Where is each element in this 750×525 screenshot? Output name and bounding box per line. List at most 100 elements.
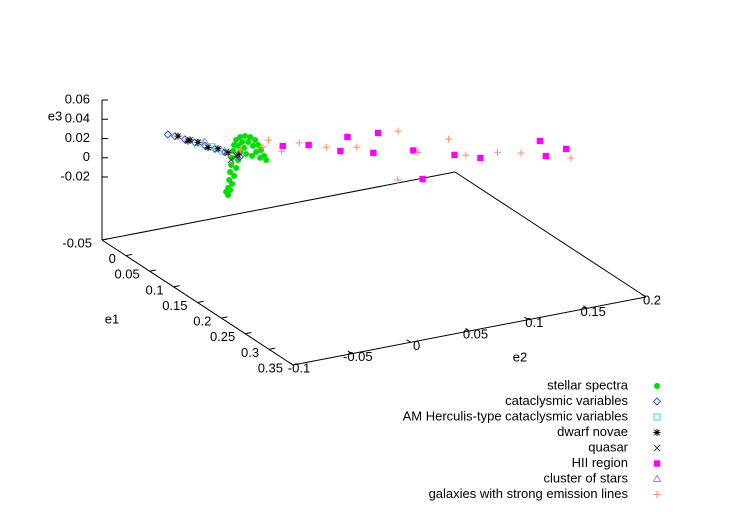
x-tick-label: 0.15 <box>162 298 187 313</box>
marker-shape <box>235 156 242 163</box>
point <box>204 143 212 151</box>
y-tick <box>641 293 647 298</box>
legend-label: galaxies with strong emission lines <box>429 486 629 501</box>
point <box>394 176 402 184</box>
marker-shape <box>259 143 267 151</box>
marker-shape <box>257 154 264 161</box>
marker-shape <box>494 148 502 156</box>
marker-shape <box>243 150 250 157</box>
point <box>200 137 210 145</box>
x-tick <box>221 316 228 319</box>
y-axis-title: e2 <box>513 349 527 364</box>
marker-shape <box>477 154 484 162</box>
marker-shape <box>235 142 242 149</box>
point <box>214 145 222 153</box>
point <box>394 127 402 135</box>
point <box>462 151 470 159</box>
x-tick <box>245 332 252 335</box>
point <box>231 172 238 179</box>
point <box>344 133 351 141</box>
marker-shape <box>239 138 246 145</box>
point <box>253 148 260 155</box>
marker-shape <box>370 149 377 157</box>
point <box>247 133 254 140</box>
marker-shape <box>279 142 286 150</box>
y-tick <box>524 316 529 321</box>
marker-shape <box>414 148 422 156</box>
point <box>653 444 661 452</box>
point <box>353 143 361 151</box>
x-tick-label: 0.05 <box>114 267 139 282</box>
point <box>494 148 502 156</box>
marker-shape <box>517 149 525 157</box>
x-tick <box>101 238 109 241</box>
point <box>186 136 194 144</box>
x-tick-label: 0.35 <box>258 360 283 375</box>
y-tick <box>406 339 411 343</box>
marker-shape <box>542 152 549 160</box>
marker-shape <box>228 161 235 168</box>
marker-shape <box>163 130 173 139</box>
marker-shape <box>255 141 262 148</box>
marker-shape <box>462 151 470 159</box>
marker-shape <box>224 149 232 157</box>
x-tick <box>197 300 204 303</box>
marker-shape <box>410 147 417 154</box>
point <box>229 180 236 187</box>
point <box>653 491 661 498</box>
legend-label: dwarf novae <box>557 424 628 439</box>
marker-shape <box>247 133 254 140</box>
marker-shape <box>305 141 312 149</box>
marker-shape <box>229 180 236 187</box>
z-tick-label: 0.04 <box>65 111 90 126</box>
point <box>567 154 575 162</box>
marker-shape <box>233 164 240 171</box>
marker-shape <box>567 154 575 162</box>
x-tick <box>292 363 300 366</box>
point <box>517 149 525 157</box>
point <box>232 151 240 159</box>
y-tick-label: 0 <box>413 338 420 353</box>
point <box>654 383 660 389</box>
point <box>180 135 190 144</box>
axis-line <box>101 171 456 241</box>
point <box>259 143 267 151</box>
marker-shape <box>536 137 544 145</box>
marker-shape <box>652 397 662 406</box>
marker-shape <box>295 139 303 147</box>
x-tick <box>173 285 180 288</box>
x-tick <box>269 347 276 350</box>
point <box>230 147 237 154</box>
z-tick-label: -0.02 <box>60 168 90 183</box>
point <box>295 139 303 147</box>
legend-label: cluster of stars <box>543 470 628 485</box>
marker-shape <box>230 147 237 154</box>
y-tick <box>288 361 294 366</box>
x-tick-label: -0.05 <box>62 235 92 250</box>
marker-shape <box>344 133 351 141</box>
marker-shape <box>265 136 273 144</box>
marker-shape <box>184 137 192 145</box>
point <box>243 150 250 157</box>
point <box>228 161 235 168</box>
marker-shape <box>653 491 661 498</box>
x-tick-label: 0.2 <box>193 314 211 329</box>
marker-shape <box>214 145 222 153</box>
marker-shape <box>223 188 230 195</box>
marker-shape <box>653 413 661 421</box>
marker-shape <box>419 175 426 183</box>
point <box>653 429 661 436</box>
point <box>174 132 182 140</box>
point <box>370 149 377 157</box>
marker-shape <box>353 143 361 151</box>
point <box>222 148 230 156</box>
z-tick-label: 0.06 <box>65 91 90 106</box>
legend-label: HII region <box>572 455 628 470</box>
y-tick <box>465 327 470 332</box>
marker-shape <box>194 138 202 146</box>
marker-shape <box>180 135 190 144</box>
point <box>239 138 246 145</box>
x-tick <box>149 269 156 272</box>
y-tick-label: 0.2 <box>643 292 661 307</box>
marker-shape <box>653 460 661 467</box>
